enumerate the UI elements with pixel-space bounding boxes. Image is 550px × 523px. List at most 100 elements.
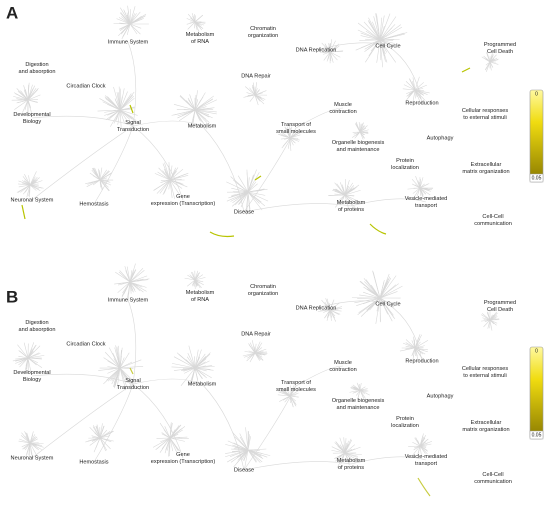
branch xyxy=(329,50,344,53)
branch xyxy=(194,367,207,372)
branch xyxy=(338,452,346,463)
branch xyxy=(249,87,256,96)
branch xyxy=(419,438,426,447)
branch xyxy=(246,352,256,362)
highlight xyxy=(129,367,134,375)
branch xyxy=(29,434,34,444)
node-label: Gene xyxy=(176,452,190,458)
branch xyxy=(413,187,421,198)
link xyxy=(387,303,423,362)
branch xyxy=(169,437,174,452)
branch xyxy=(20,435,31,444)
highlight xyxy=(461,67,471,73)
branch xyxy=(191,13,196,23)
branch xyxy=(27,357,39,364)
branch xyxy=(119,367,137,385)
branch xyxy=(119,109,138,116)
branch xyxy=(375,297,381,324)
branch xyxy=(106,367,121,381)
node-label: to external stimuli xyxy=(463,115,507,121)
link xyxy=(93,383,134,463)
link xyxy=(295,107,344,129)
branch xyxy=(372,271,381,299)
branch xyxy=(129,6,136,25)
node-label: of RNA xyxy=(191,39,209,45)
node-label: organization xyxy=(248,291,278,297)
link xyxy=(243,203,352,213)
branch xyxy=(22,180,31,186)
branch xyxy=(231,191,249,207)
branch xyxy=(194,275,199,281)
node-label: and absorption xyxy=(18,327,55,333)
branch xyxy=(119,367,127,391)
branch xyxy=(186,21,196,25)
branch xyxy=(129,281,136,291)
branch xyxy=(379,16,397,41)
branch xyxy=(169,437,178,453)
branch xyxy=(187,21,196,30)
branch xyxy=(412,77,416,91)
branch xyxy=(379,27,393,41)
node-label: Transport of xyxy=(281,380,311,386)
branch xyxy=(379,32,405,41)
branch xyxy=(226,181,249,193)
branch xyxy=(194,367,212,379)
branch xyxy=(412,89,416,103)
color-bar xyxy=(529,89,544,183)
node-label: Developmental xyxy=(13,112,50,118)
branch xyxy=(118,17,131,25)
branch xyxy=(16,99,29,104)
branch xyxy=(247,169,257,193)
branch xyxy=(344,444,356,454)
branch xyxy=(169,429,183,439)
branch xyxy=(408,89,416,98)
branch xyxy=(485,61,491,71)
branch xyxy=(240,191,249,208)
branch xyxy=(344,452,352,460)
branch xyxy=(379,278,389,299)
branch xyxy=(248,343,256,354)
branch xyxy=(334,193,346,196)
network xyxy=(12,263,500,472)
branch xyxy=(359,125,364,133)
branch xyxy=(247,191,251,214)
node-label: of RNA xyxy=(191,297,209,303)
branch xyxy=(419,187,426,195)
branch xyxy=(189,94,196,111)
branch xyxy=(119,23,131,31)
node-label: of proteins xyxy=(338,465,364,471)
color-bar-top-label: 0 xyxy=(535,348,538,354)
branch xyxy=(27,94,41,101)
node-label: Cell Cycle xyxy=(375,43,400,49)
branch xyxy=(120,7,131,25)
color-bar-top-label: 0 xyxy=(535,91,538,97)
node-label: Signal xyxy=(125,120,141,126)
branch xyxy=(121,281,131,297)
branch xyxy=(116,367,121,389)
link xyxy=(350,456,427,465)
branch xyxy=(359,389,370,396)
branch xyxy=(28,184,31,197)
branch xyxy=(254,347,263,354)
branch xyxy=(23,85,29,101)
branch xyxy=(405,339,416,349)
branch xyxy=(92,179,101,186)
branch xyxy=(415,437,421,447)
branch xyxy=(15,357,29,364)
branch xyxy=(23,342,29,359)
branch xyxy=(254,352,267,355)
branch xyxy=(232,431,249,451)
branch xyxy=(99,429,108,439)
branch xyxy=(171,109,196,116)
node-label: transport xyxy=(415,461,438,467)
branch xyxy=(254,342,263,354)
node-label: Chromatin xyxy=(250,26,276,32)
branch xyxy=(412,183,421,189)
branch xyxy=(99,179,110,192)
branch xyxy=(419,435,424,447)
branch xyxy=(124,266,131,283)
branch xyxy=(27,357,37,366)
branch xyxy=(129,23,141,35)
branch xyxy=(194,109,217,115)
branch xyxy=(169,179,182,181)
